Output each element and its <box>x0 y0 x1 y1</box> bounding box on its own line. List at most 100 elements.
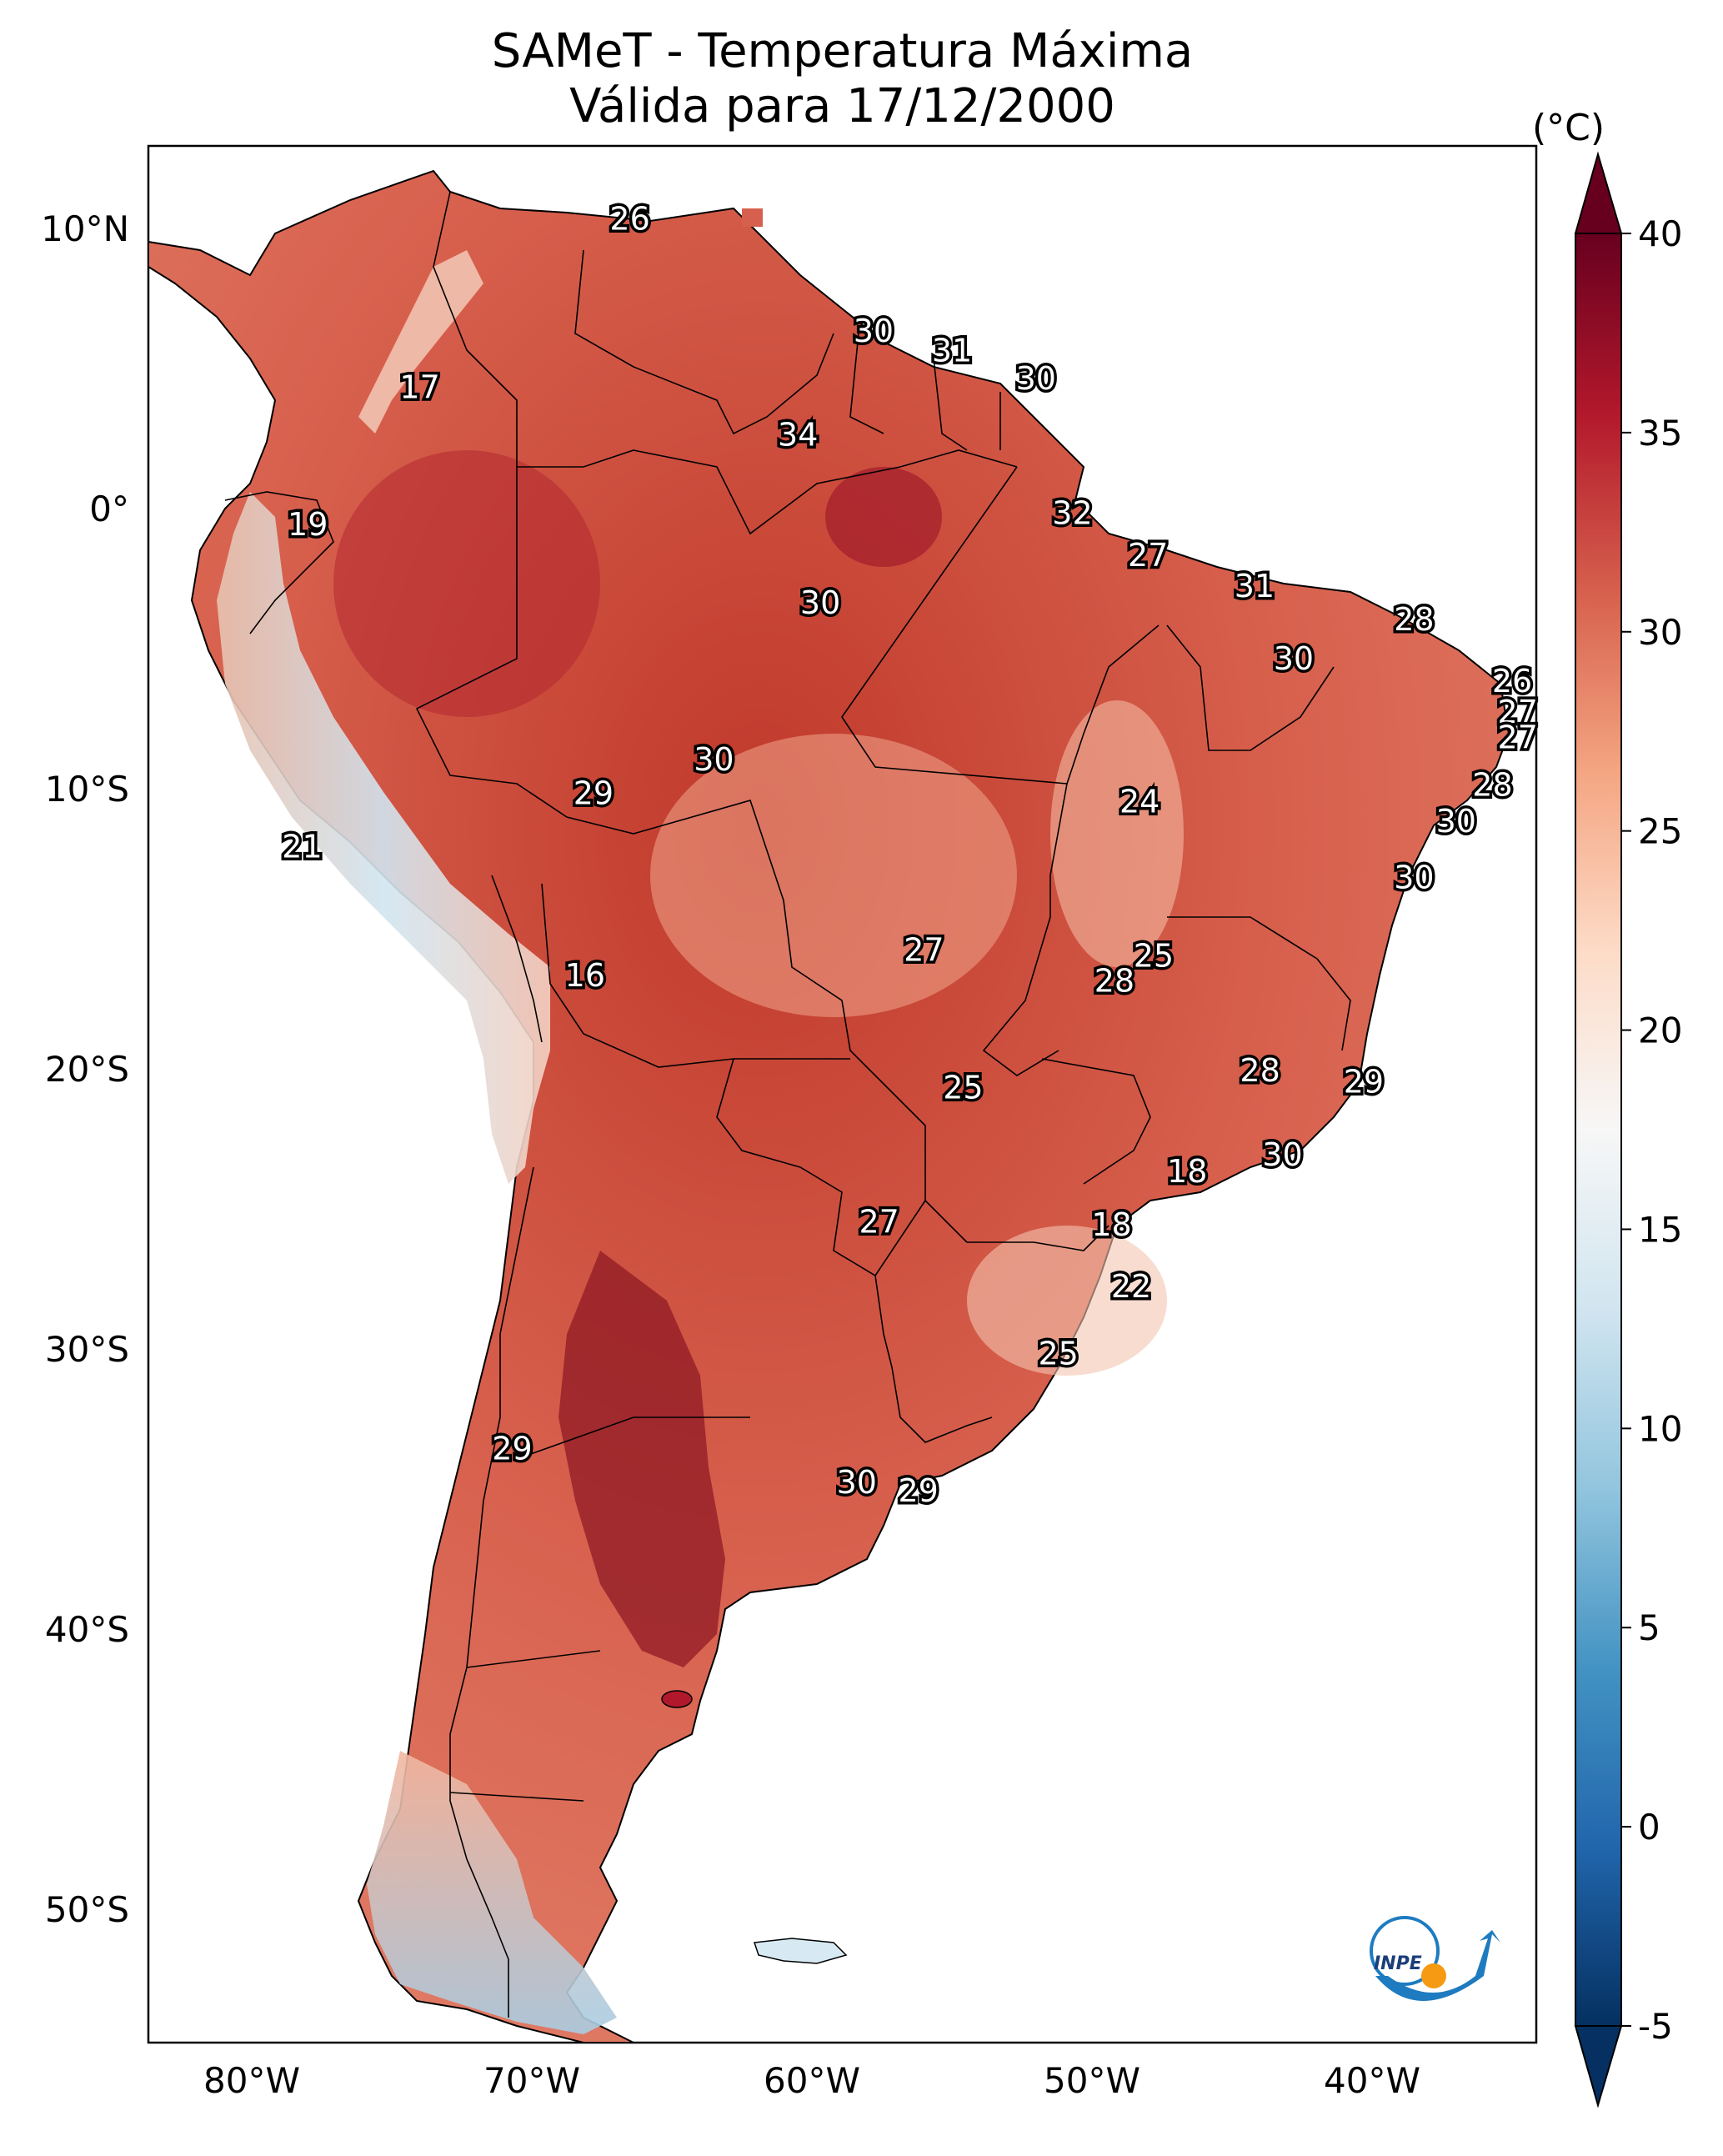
lon-tick-40w: 40°W <box>1324 2060 1420 2101</box>
lat-tick-0: 0° <box>89 489 129 529</box>
colorbar-gradient <box>1575 233 1622 2027</box>
station-value-label: 27 <box>1498 719 1538 755</box>
station-value-label: 30 <box>800 584 840 621</box>
station-value-label: 30 <box>854 313 894 349</box>
border-venezuela <box>574 249 834 435</box>
logo-orbit-ring <box>1370 1916 1440 1986</box>
border-peru-bolivia <box>491 875 543 1043</box>
logo-swoosh <box>1375 1930 1500 2001</box>
station-value-label: 25 <box>943 1069 983 1106</box>
valdes-peninsula <box>661 1690 693 1708</box>
station-value-label: 30 <box>694 741 734 778</box>
station-value-label: 27 <box>904 932 944 969</box>
border-brazil-states-6 <box>967 1225 1109 1251</box>
station-value-label: 25 <box>1134 937 1174 974</box>
logo-sun <box>1421 1963 1446 1988</box>
station-value-label: 29 <box>573 775 614 812</box>
station-value-label: 29 <box>492 1431 532 1467</box>
colorbar-tick-label: 10 <box>1638 1408 1682 1449</box>
station-value-label: 28 <box>1094 963 1134 1000</box>
andes-cool-zone <box>217 492 550 1184</box>
station-value-label: 22 <box>1111 1268 1151 1305</box>
colorbar-extend-min <box>1574 2025 1623 2108</box>
colorbar-tick-label: 25 <box>1638 811 1682 852</box>
station-value-label: 31 <box>1235 568 1275 604</box>
goias-mild <box>1050 700 1184 967</box>
border-brazil-north <box>517 449 1018 535</box>
map-subtitle: Válida para 17/12/2000 <box>569 79 1115 133</box>
lat-tick-30s: 30°S <box>45 1329 129 1370</box>
station-value-label: 29 <box>899 1472 939 1509</box>
western-amazon-warm <box>333 450 600 717</box>
station-value-label: 28 <box>1472 766 1512 803</box>
station-value-label: 25 <box>1039 1336 1079 1372</box>
colorbar-tick-label: -5 <box>1638 2006 1673 2047</box>
station-value-label: 34 <box>778 416 818 453</box>
station-value-label: 16 <box>565 957 605 994</box>
southern-brazil-mild <box>967 1226 1167 1376</box>
station-value-label: 30 <box>1436 803 1476 840</box>
border-argentina-provinces <box>449 1416 750 1802</box>
latitude-ticks: 10°N 0° 10°S 20°S 30°S 40°S 50°S <box>41 208 129 1930</box>
station-value-label: 30 <box>837 1464 877 1501</box>
lat-tick-10s: 10°S <box>45 769 129 810</box>
station-value-label: 28 <box>1394 601 1434 638</box>
station-value-label: 29 <box>1344 1064 1384 1101</box>
station-value-label: 27 <box>1128 537 1168 574</box>
colorbar-tick-label: 15 <box>1638 1209 1682 1250</box>
station-value-label: 26 <box>609 201 649 238</box>
station-value-label: 24 <box>1119 784 1160 820</box>
border-brazil-west <box>415 467 968 1243</box>
trinidad-island <box>742 208 763 227</box>
falkland-islands <box>753 1938 848 1964</box>
colorbar-tick-label: 35 <box>1638 413 1682 454</box>
colorbar-tick-label: 0 <box>1638 1807 1660 1848</box>
lon-tick-60w: 60°W <box>764 2060 860 2101</box>
map-title: SAMeT - Temperatura Máxima <box>491 24 1194 78</box>
border-paraguay <box>716 1058 926 1277</box>
central-brazil-mild <box>650 734 1017 1017</box>
station-value-label: 18 <box>1091 1206 1131 1243</box>
station-value-label: 19 <box>288 506 328 543</box>
lat-tick-20s: 20°S <box>45 1049 129 1090</box>
station-value-label: 18 <box>1167 1153 1207 1190</box>
station-value-label: 31 <box>932 333 972 369</box>
station-value-label: 17 <box>399 369 439 405</box>
continent <box>148 169 1510 2043</box>
logo-text: INPE <box>1374 1953 1422 1974</box>
lat-tick-10n: 10°N <box>41 208 129 249</box>
patagonia-cool-zone <box>367 1751 617 2034</box>
lon-tick-70w: 70°W <box>483 2060 580 2101</box>
colorbar-tick-label: 30 <box>1638 612 1682 653</box>
colorbar-tick-label: 20 <box>1638 1010 1682 1051</box>
station-value-label: 32 <box>1052 495 1092 532</box>
lat-tick-50s: 50°S <box>45 1889 129 1930</box>
border-guianas <box>849 333 1001 451</box>
lat-tick-40s: 40°S <box>45 1609 129 1650</box>
andes-north <box>358 250 483 434</box>
station-value-label: 30 <box>1262 1136 1302 1173</box>
colorbar-tick-label: 40 <box>1638 213 1682 254</box>
border-brazil-states-2 <box>982 783 1068 1076</box>
border-bolivia <box>541 883 850 1068</box>
amazon-hot-core <box>825 467 942 567</box>
inpe-logo: INPE <box>1370 1916 1500 2001</box>
border-argentina-uruguay <box>874 1275 993 1443</box>
colorbar-unit-label: (°C) <box>1532 107 1605 149</box>
colorbar-tick-label: 5 <box>1638 1607 1660 1648</box>
colorbar-extend-max <box>1574 151 1623 234</box>
border-brazil-states-3 <box>1166 624 1335 751</box>
station-value-label: 30 <box>1274 640 1314 677</box>
station-value-label: 27 <box>1498 694 1538 730</box>
lon-tick-50w: 50°W <box>1044 2060 1140 2101</box>
argentina-hot-zone <box>558 1251 725 1667</box>
station-value-label: 28 <box>1240 1052 1280 1089</box>
border-colombia <box>433 191 518 467</box>
station-value-label: 30 <box>1394 859 1434 895</box>
lon-tick-80w: 80°W <box>203 2060 300 2101</box>
country-borders <box>224 191 1351 2018</box>
border-ecuador <box>224 491 334 634</box>
border-brazil-states-5 <box>1041 1058 1151 1185</box>
